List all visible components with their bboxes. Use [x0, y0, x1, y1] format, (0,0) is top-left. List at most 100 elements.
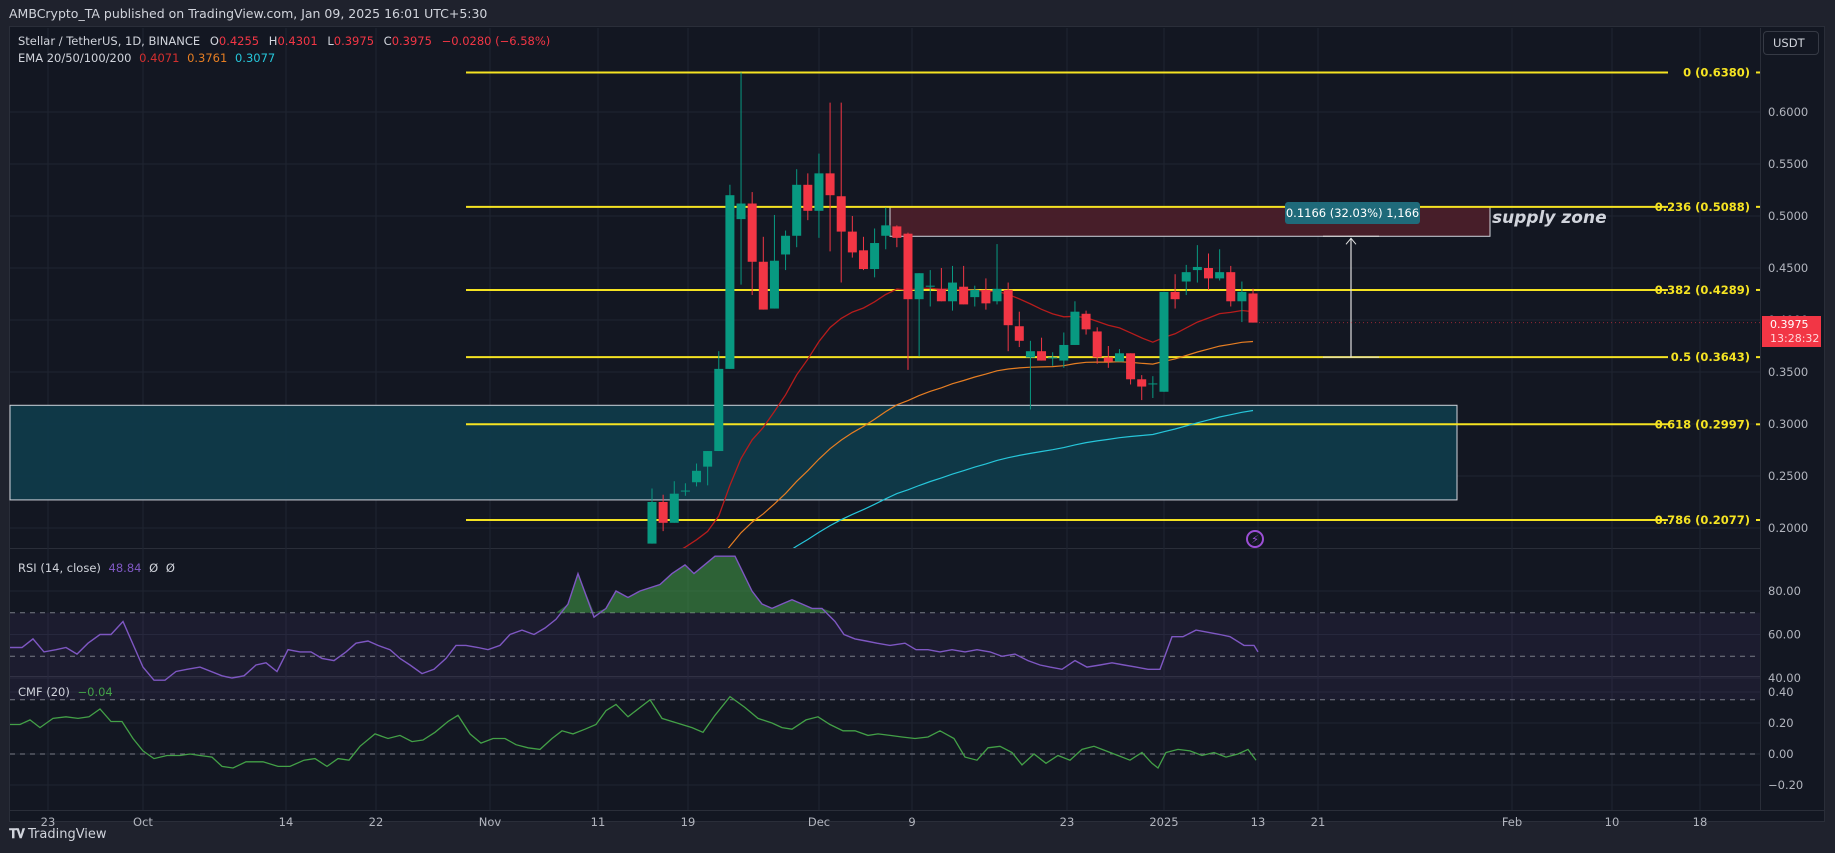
candle: [1114, 353, 1124, 362]
ohlc-close-label: C: [383, 34, 392, 48]
candle: [1003, 289, 1013, 326]
candle: [914, 273, 924, 300]
candle: [836, 196, 846, 232]
candle: [1070, 311, 1080, 345]
candle: [669, 493, 679, 523]
price-range-measure-label[interactable]: 0.1166 (32.03%) 1,166: [1285, 202, 1420, 224]
ohlc-high-label: H: [268, 34, 278, 48]
candle: [1092, 331, 1102, 358]
candle: [1103, 357, 1113, 362]
candle: [981, 289, 991, 304]
publish-info: AMBCrypto_TA published on TradingView.co…: [9, 6, 488, 21]
rsi-axis-label: 40.00: [1768, 671, 1801, 685]
demand-zone[interactable]: [9, 404, 1458, 501]
candle: [803, 184, 813, 211]
candle-countdown: 13:28:32: [1770, 332, 1820, 345]
candle: [858, 250, 868, 270]
supply-zone-label[interactable]: supply zone: [1492, 208, 1607, 228]
time-axis-label: 21: [1311, 815, 1326, 829]
last-price-tag: 0.3975 13:28:32: [1762, 316, 1821, 347]
time-axis-label: 11: [591, 815, 606, 829]
cmf-axis-label: 0.20: [1768, 716, 1794, 730]
currency-button[interactable]: USDT: [1763, 31, 1819, 55]
ohlc-open: 0.4255: [218, 34, 260, 48]
cmf-value: −0.04: [77, 685, 113, 699]
ema100-value: 0.3077: [234, 51, 276, 65]
candle: [1037, 351, 1047, 361]
ema-legend: EMA 20/50/100/200 0.4071 0.3761 0.3077: [18, 51, 275, 65]
publish-header: AMBCrypto_TA published on TradingView.co…: [0, 0, 1835, 26]
footer: 𝐓𝐕 TradingView: [9, 827, 107, 842]
time-axis-label: 10: [1605, 815, 1620, 829]
candle: [1204, 268, 1213, 279]
candle: [714, 368, 724, 452]
time-axis-label: Feb: [1502, 815, 1522, 829]
ema20-value: 0.4071: [139, 51, 180, 65]
price-change: −0.0280 (−6.58%): [441, 34, 551, 48]
candle: [1192, 266, 1202, 271]
cmf-axis-label: 0.00: [1768, 747, 1794, 761]
candle: [1025, 351, 1035, 358]
candle: [736, 203, 746, 220]
candle: [925, 285, 935, 287]
price-axis-label: 0.4500: [1768, 261, 1808, 275]
candle: [1215, 272, 1225, 279]
candle: [1159, 291, 1169, 392]
cmf-axis-label: 0.40: [1768, 685, 1794, 699]
price-axis-label: 0.5500: [1768, 157, 1808, 171]
candle: [870, 243, 880, 270]
candle: [703, 451, 713, 467]
candle: [747, 203, 757, 262]
time-axis-label: Dec: [808, 815, 830, 829]
ema50-line: [727, 340, 1254, 548]
symbol-legend: Stellar / TetherUS, 1D, BINANCE O0.4255 …: [18, 34, 550, 48]
candle: [647, 502, 657, 544]
candle: [825, 173, 835, 196]
price-axis-label: 0.6000: [1768, 105, 1808, 119]
candle: [948, 282, 958, 302]
candle: [992, 288, 1002, 302]
tradingview-logo-icon: 𝐓𝐕: [9, 827, 25, 842]
ema-label[interactable]: EMA 20/50/100/200: [18, 51, 132, 65]
fib-level-label: 0 (0.6380): [1683, 65, 1750, 79]
price-axis-label: 0.2000: [1768, 521, 1808, 535]
time-axis-label: 19: [681, 815, 696, 829]
price-axis-label: 0.2500: [1768, 469, 1808, 483]
time-axis-label: Oct: [133, 815, 153, 829]
rsi-legend: RSI (14, close) 48.84 Ø Ø: [18, 561, 175, 575]
cmf-line: [10, 695, 1257, 769]
rsi-label[interactable]: RSI (14, close): [18, 561, 101, 575]
candle: [892, 226, 902, 238]
time-axis-label: 13: [1251, 815, 1266, 829]
time-axis-label: 9: [908, 815, 915, 829]
rsi-extra-1: Ø: [149, 561, 159, 575]
fib-level-label: 0.786 (0.2077): [1655, 513, 1750, 527]
time-axis-label: Nov: [479, 815, 502, 829]
rsi-value: 48.84: [108, 561, 142, 575]
price-axis-label: 0.3000: [1768, 417, 1808, 431]
footer-brand: TradingView: [28, 827, 107, 842]
rsi-extra-2: Ø: [165, 561, 175, 575]
candle: [1048, 357, 1058, 359]
rsi-axis-label: 60.00: [1768, 628, 1801, 642]
candle: [1226, 272, 1236, 302]
last-price: 0.3975: [1770, 318, 1809, 331]
lightning-event-icon[interactable]: ⚡: [1246, 530, 1264, 548]
candle: [1081, 313, 1091, 330]
ohlc-low: 0.3975: [333, 34, 375, 48]
candle: [1059, 344, 1069, 361]
candle: [847, 231, 857, 253]
candle: [1148, 383, 1158, 385]
symbol-name[interactable]: Stellar / TetherUS, 1D, BINANCE: [18, 34, 201, 48]
cmf-label[interactable]: CMF (20): [18, 685, 70, 699]
candle: [792, 184, 802, 236]
fib-level-label: 0.5 (0.3643): [1671, 350, 1750, 364]
candle: [680, 490, 690, 492]
candle: [970, 289, 980, 298]
candle: [692, 470, 702, 483]
candle: [1181, 272, 1191, 282]
candle: [903, 233, 913, 300]
time-axis-label: 23: [1060, 815, 1075, 829]
fib-level-label: 0.236 (0.5088): [1655, 200, 1750, 214]
